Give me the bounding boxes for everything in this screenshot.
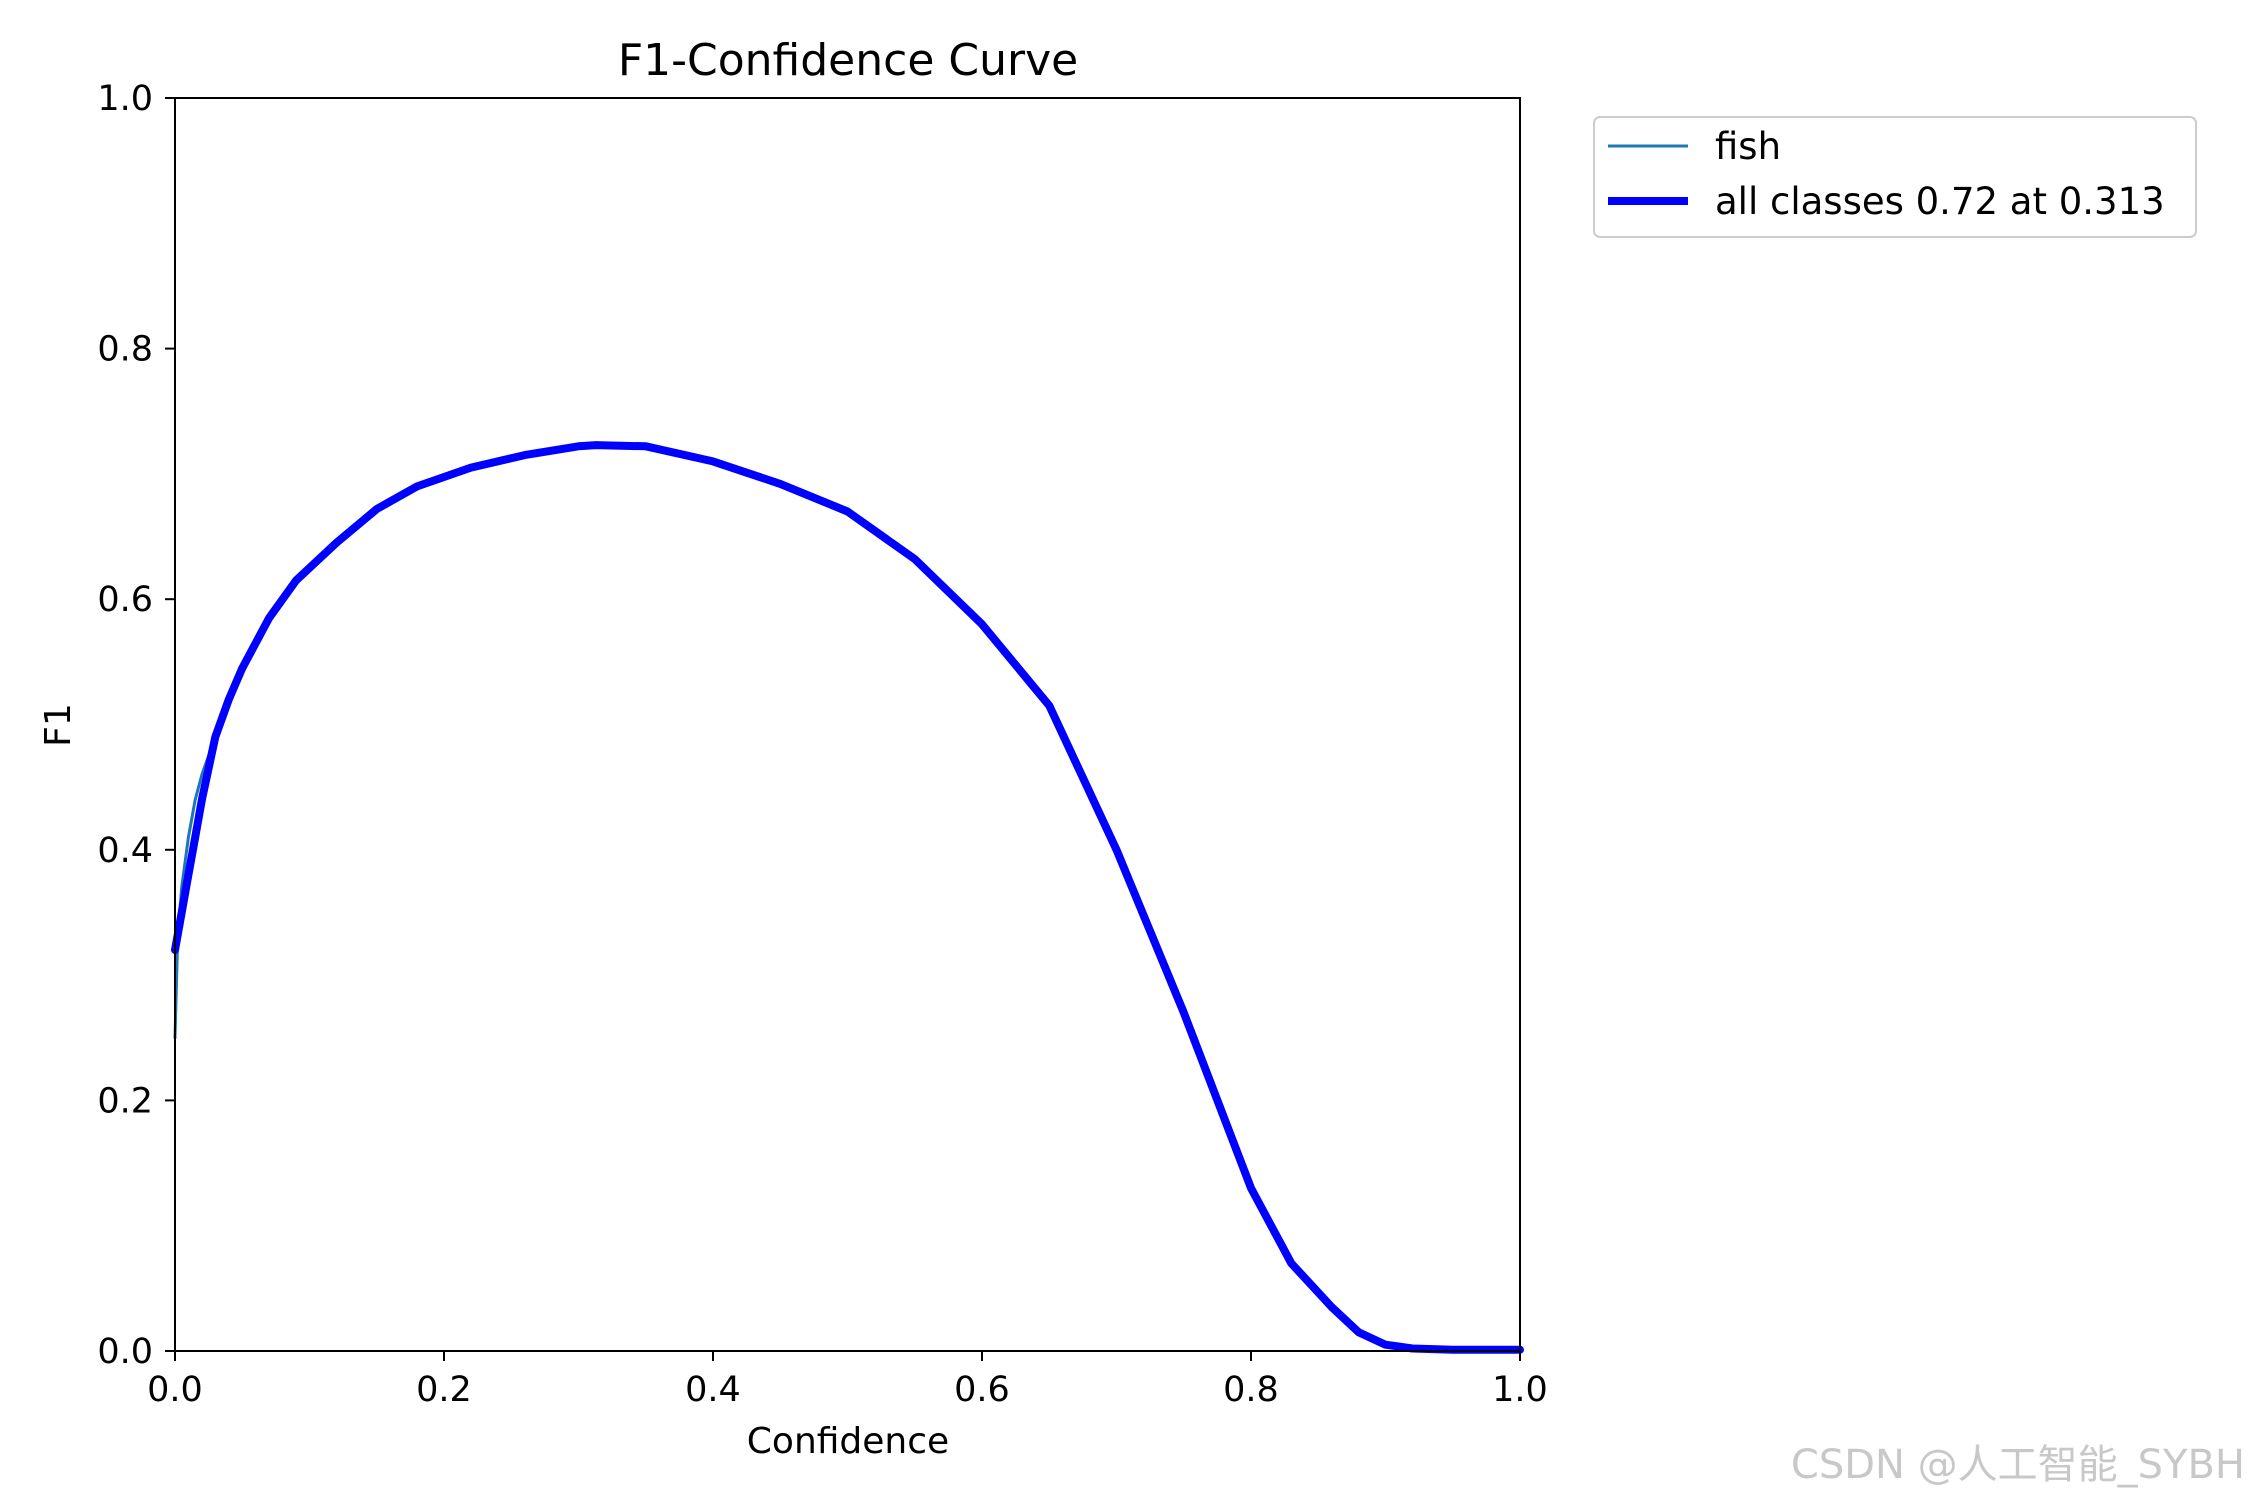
legend-label-fish: fish [1715,125,1781,168]
x-tick-label: 0.2 [416,1370,472,1410]
axes-frame [174,97,1521,1352]
x-tick-label: 0.8 [1223,1370,1279,1410]
y-axis-ticks: 0.0 0.2 0.4 0.6 0.8 1.0 [97,79,175,1372]
series-line-all-classes [171,441,1524,1354]
legend: fish all classes 0.72 at 0.313 [1593,116,2197,238]
legend-box [1593,116,2197,238]
y-tick-label: 1.0 [97,79,153,119]
x-tick-label: 1.0 [1492,1370,1548,1410]
series-line-fish [173,443,1522,1352]
x-tick-label: 0.0 [147,1370,203,1410]
plot-area [171,97,1524,1354]
y-axis-label: F1 [38,703,79,747]
y-tick-label: 0.8 [97,330,153,370]
x-tick-label: 0.4 [685,1370,741,1410]
legend-label-all-classes: all classes 0.72 at 0.313 [1715,180,2165,223]
x-axis-ticks: 0.0 0.2 0.4 0.6 0.8 1.0 [147,1351,1548,1410]
series-layer [171,441,1524,1354]
x-tick-label: 0.6 [954,1370,1010,1410]
chart-title: F1-Confidence Curve [618,35,1078,86]
y-tick-label: 0.0 [97,1332,153,1372]
y-tick-label: 0.6 [97,580,153,620]
x-axis-label: Confidence [747,1421,949,1462]
y-tick-label: 0.2 [97,1081,153,1121]
y-tick-label: 0.4 [97,831,153,871]
watermark: CSDN @人工智能_SYBH [1791,1442,2245,1488]
